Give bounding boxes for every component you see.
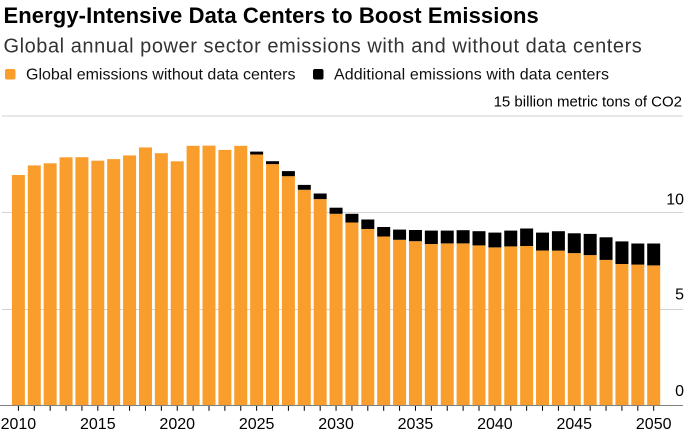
svg-text:Energy-Intensive Data Centers: Energy-Intensive Data Centers to Boost E… xyxy=(4,3,539,28)
svg-text:Additional emissions with data: Additional emissions with data centers xyxy=(334,67,609,84)
svg-text:2025: 2025 xyxy=(239,416,275,433)
svg-text:Global annual power sector emi: Global annual power sector emissions wit… xyxy=(4,36,643,58)
svg-text:2030: 2030 xyxy=(318,416,354,433)
svg-text:10: 10 xyxy=(666,192,684,209)
svg-text:Global emissions without data: Global emissions without data centers xyxy=(26,67,295,84)
svg-text:5: 5 xyxy=(675,287,684,304)
svg-text:2035: 2035 xyxy=(398,416,434,433)
svg-text:2020: 2020 xyxy=(159,416,195,433)
svg-text:0: 0 xyxy=(675,383,684,400)
svg-text:2050: 2050 xyxy=(636,416,672,433)
svg-text:2015: 2015 xyxy=(80,416,116,433)
svg-text:2010: 2010 xyxy=(1,416,37,433)
svg-text:2040: 2040 xyxy=(477,416,513,433)
svg-text:15 billion metric tons of CO2: 15 billion metric tons of CO2 xyxy=(494,94,682,111)
svg-text:2045: 2045 xyxy=(556,416,592,433)
